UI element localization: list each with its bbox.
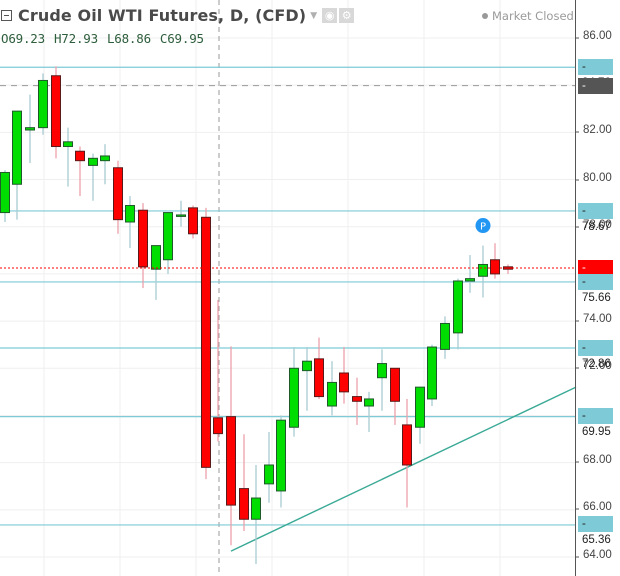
candle-up[interactable] <box>377 363 387 379</box>
axis-tick-label: 86.00 <box>583 30 612 42</box>
market-status-label: Market Closed <box>492 9 574 23</box>
open-value: O69.23 <box>1 31 45 46</box>
axis-tick-label: 68.00 <box>583 454 612 466</box>
level-price-tag: - 69.95 <box>578 408 613 438</box>
candle-down[interactable] <box>239 488 249 520</box>
candle-up[interactable] <box>38 79 48 129</box>
level-price-tag: - 65.36 <box>578 516 613 546</box>
dashed-level-tag: - 83.98 <box>578 78 613 108</box>
candle-up[interactable] <box>440 322 450 350</box>
candle-up[interactable] <box>12 110 22 185</box>
candle-up[interactable] <box>0 171 10 214</box>
status-dot-icon <box>482 13 488 19</box>
candle-up[interactable] <box>88 157 98 166</box>
candle-up[interactable] <box>276 419 286 492</box>
candle-up[interactable] <box>176 214 186 217</box>
candle-up[interactable] <box>453 280 463 334</box>
candle-up[interactable] <box>364 398 374 407</box>
candle-up[interactable] <box>415 386 425 428</box>
candle-down[interactable] <box>188 207 198 235</box>
candle-up[interactable] <box>25 127 35 131</box>
candle-down[interactable] <box>226 416 236 506</box>
gear-icon[interactable]: ⚙ <box>339 7 355 23</box>
candle-down[interactable] <box>390 367 400 402</box>
candle-up[interactable] <box>100 155 110 162</box>
candle-up[interactable] <box>327 381 337 407</box>
candle-up[interactable] <box>478 263 488 277</box>
candle-down[interactable] <box>201 216 211 468</box>
candle-down[interactable] <box>213 417 223 435</box>
event-marker-label: P <box>480 222 486 233</box>
event-marker-icon[interactable] <box>475 218 491 234</box>
candle-down[interactable] <box>352 396 362 402</box>
candle-up[interactable] <box>302 360 312 372</box>
candle-down[interactable] <box>339 372 349 393</box>
high-value: H72.93 <box>53 31 98 46</box>
candle-up[interactable] <box>251 497 261 520</box>
axis-tick-label: 66.00 <box>583 501 612 513</box>
ohlc-values: O69.23 H72.93 L68.86 C69.95 <box>1 31 213 46</box>
candle-down[interactable] <box>402 424 412 466</box>
axis-tick-label: 80.00 <box>583 172 612 184</box>
market-status: Market Closed <box>482 9 574 23</box>
candle-up[interactable] <box>264 464 274 485</box>
candle-down[interactable] <box>314 358 324 398</box>
candle-down[interactable] <box>138 209 148 268</box>
axis-tick-label: 64.00 <box>583 549 612 561</box>
level-price-tag: - 75.66 <box>578 274 613 304</box>
collapse-icon[interactable] <box>1 9 12 21</box>
candle-down[interactable] <box>75 150 85 162</box>
low-value: L68.86 <box>106 31 151 46</box>
candle-up[interactable] <box>427 346 437 400</box>
level-price-tag: - 78.67 <box>578 203 613 233</box>
candle-up[interactable] <box>151 245 161 270</box>
candle-down[interactable] <box>490 259 500 275</box>
axis-tick-label: 78.00 <box>583 219 612 231</box>
candle-up[interactable] <box>465 278 475 282</box>
trend-line[interactable] <box>230 386 577 552</box>
chart-legend: Crude Oil WTI Futures, D, (CFD) ▼ ◉ ⚙ <box>0 4 355 26</box>
axis-tick-label: 82.00 <box>583 124 612 136</box>
close-value: C69.95 <box>159 31 204 46</box>
level-price-tag: - 72.86 <box>578 340 613 370</box>
candle-up[interactable] <box>289 367 299 428</box>
axis-tick-label: 74.00 <box>583 313 612 325</box>
candle-up[interactable] <box>163 212 173 261</box>
axis-tick-label: 72.00 <box>583 360 612 372</box>
candle-down[interactable] <box>113 167 123 221</box>
candle-up[interactable] <box>63 141 73 148</box>
candle-up[interactable] <box>125 204 135 223</box>
level-price-tag: - 84.76 <box>578 59 613 89</box>
symbol-title[interactable]: Crude Oil WTI Futures, D, (CFD) <box>18 5 307 25</box>
chevron-down-icon[interactable]: ▼ <box>310 11 318 21</box>
eye-icon[interactable]: ◉ <box>322 7 338 23</box>
candle-down[interactable] <box>51 75 61 148</box>
